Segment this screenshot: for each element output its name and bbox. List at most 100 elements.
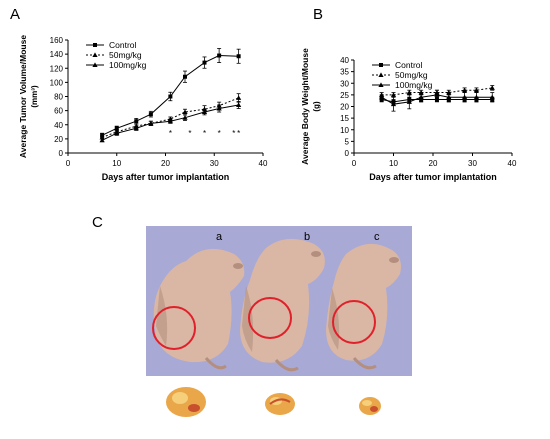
data-point <box>182 109 188 115</box>
data-point <box>418 94 424 100</box>
legend-label: 100mg/kg <box>395 80 433 90</box>
mice-photo-panel: a b c <box>146 226 412 434</box>
x-tick-label: 10 <box>389 159 398 168</box>
x-tick-label: 0 <box>66 159 71 168</box>
y-tick-label: 25 <box>340 91 349 100</box>
y-tick-label: 30 <box>340 79 349 88</box>
series-line <box>381 87 493 96</box>
mouse-label-a: a <box>216 231 223 243</box>
series-0 <box>100 48 241 138</box>
data-point <box>406 99 412 104</box>
y-axis-unit: (mm³) <box>30 85 39 108</box>
legend-marker <box>93 43 97 47</box>
series-2 <box>379 89 495 112</box>
data-point <box>114 130 120 136</box>
data-point <box>167 118 173 124</box>
y-axis-label: Average Body Weight/Mouse <box>300 48 310 165</box>
tumor-circle-a <box>152 306 196 350</box>
significance-mark: * <box>169 129 172 138</box>
data-point <box>133 125 139 131</box>
data-point <box>202 60 207 65</box>
data-point <box>217 53 222 58</box>
significance-mark: * <box>232 129 235 138</box>
x-tick-label: 0 <box>352 159 357 168</box>
body-weight-chart: 0 5 10 15 20 25 30 35 40 0 10 20 30 40 Days after tumo… <box>300 48 517 182</box>
y-tick-label: 0 <box>59 149 64 158</box>
data-point <box>236 54 241 59</box>
y-tick-label: 40 <box>340 56 349 65</box>
y-tick-label: 80 <box>54 93 63 102</box>
x-tick-label: 30 <box>468 159 477 168</box>
legend-label: Control <box>109 40 137 50</box>
data-point <box>446 94 452 100</box>
x-axis-label: Days after tumor implantation <box>102 172 230 182</box>
y-tick-label: 140 <box>50 50 64 59</box>
series-2 <box>99 101 242 143</box>
excised-tumor-b <box>265 393 295 415</box>
data-point <box>236 102 242 107</box>
significance-mark: * <box>237 129 240 138</box>
y-axis-unit: (g) <box>312 101 321 112</box>
panel-label-a: A <box>10 6 21 23</box>
data-point <box>99 134 105 140</box>
mouse-label-b: b <box>304 231 310 243</box>
series-line <box>101 97 239 138</box>
x-tick-label: 20 <box>429 159 438 168</box>
data-point <box>379 94 385 100</box>
tumor-circle-b <box>248 297 292 339</box>
data-point <box>462 94 468 100</box>
data-point <box>134 119 139 124</box>
x-tick-label: 20 <box>161 159 170 168</box>
data-point <box>183 74 187 79</box>
data-point <box>99 137 105 143</box>
data-point <box>148 120 154 126</box>
data-point <box>462 87 468 93</box>
excised-tumor-a <box>166 387 206 417</box>
legend-label: Control <box>395 60 423 70</box>
legend-label: 50mg/kg <box>109 50 142 60</box>
x-axis-label: Days after tumor implantation <box>369 172 497 182</box>
x-tick-label: 10 <box>112 159 121 168</box>
data-point <box>434 92 440 97</box>
x-tick-label: 30 <box>210 159 219 168</box>
x-tick-label: 40 <box>259 159 268 168</box>
y-tick-label: 20 <box>54 135 63 144</box>
mice-photo: a b c <box>146 226 412 434</box>
y-tick-label: 35 <box>340 68 349 77</box>
legend-label: 50mg/kg <box>395 70 428 80</box>
legend-marker <box>379 63 383 67</box>
significance-mark: * <box>218 129 221 138</box>
y-tick-label: 20 <box>340 103 349 112</box>
legend-marker <box>378 72 384 77</box>
y-tick-label: 10 <box>340 126 349 135</box>
significance-mark: * <box>188 129 191 138</box>
mouse-a <box>153 248 245 370</box>
legend-marker <box>92 52 98 57</box>
data-point <box>216 105 222 111</box>
data-point <box>390 101 397 107</box>
significance-mark: * <box>203 129 206 138</box>
mouse-label-c: c <box>374 231 380 243</box>
data-point <box>201 109 208 115</box>
data-point <box>473 87 480 93</box>
legend-marker <box>92 62 98 67</box>
legend-marker <box>378 82 384 87</box>
y-tick-label: 0 <box>345 149 350 158</box>
y-tick-label: 5 <box>345 137 350 146</box>
data-point <box>182 115 188 120</box>
panel-label-b: B <box>313 6 324 23</box>
data-point <box>114 126 119 131</box>
tumor-volume-chart: 0 20 40 60 80 100 120 140 160 0 10 20 30 40 Days after… <box>18 35 268 182</box>
tumor-circle-c <box>332 300 376 344</box>
data-point <box>390 92 397 97</box>
y-tick-label: 60 <box>54 107 63 116</box>
y-tick-label: 120 <box>50 64 64 73</box>
data-point <box>473 94 480 100</box>
data-point <box>489 85 495 90</box>
y-tick-label: 40 <box>54 121 63 130</box>
legend-label: 100mg/kg <box>109 60 147 70</box>
data-point <box>168 94 173 99</box>
data-point <box>406 89 412 95</box>
